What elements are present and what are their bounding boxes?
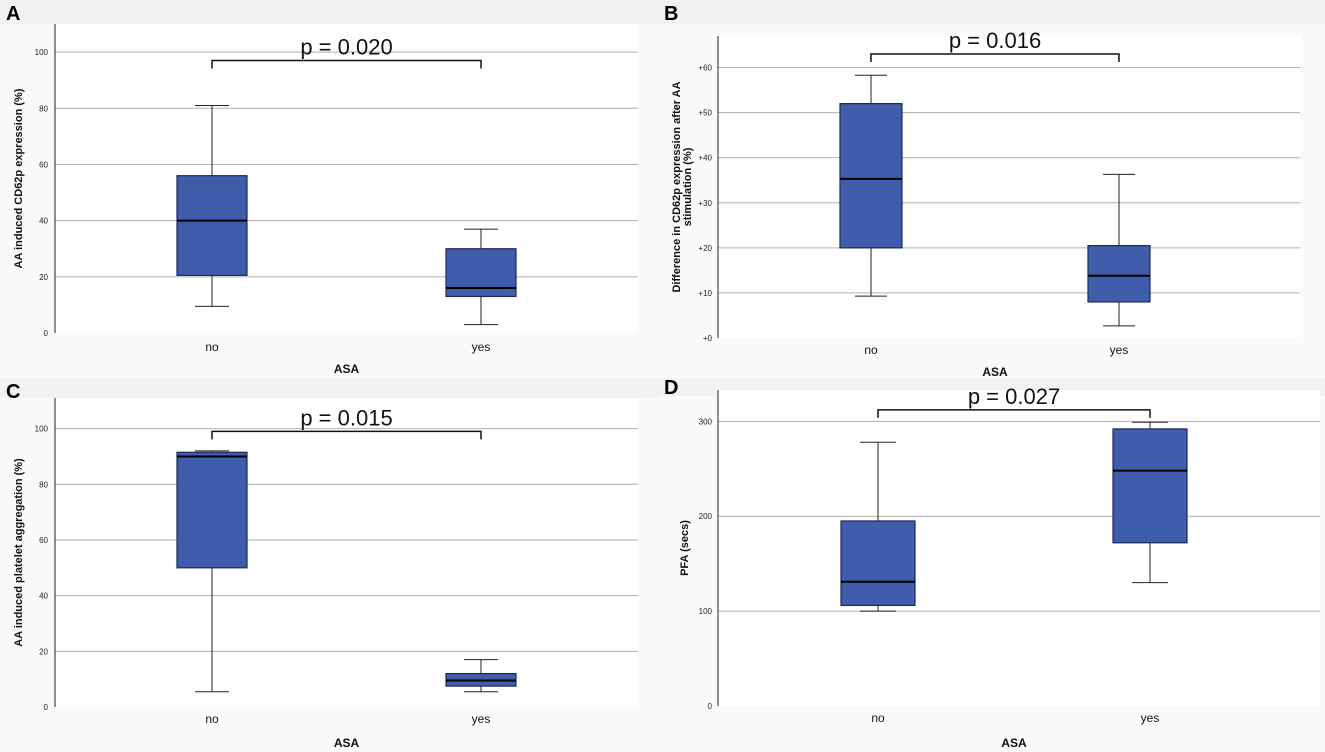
x-category-label: no (871, 711, 885, 725)
y-tick-label: 0 (44, 703, 49, 712)
significance-bracket (211, 59, 482, 69)
y-tick-label: 20 (39, 647, 48, 656)
x-category-label: yes (1110, 343, 1129, 357)
x-category-label: yes (472, 712, 491, 726)
x-axis-label: ASA (1001, 736, 1027, 750)
y-tick-label: +20 (698, 244, 712, 253)
iqr-box (1112, 428, 1188, 544)
y-tick-label: 40 (39, 217, 48, 226)
box-no (176, 450, 248, 693)
y-tick-label: 60 (39, 160, 48, 169)
iqr-box (840, 520, 916, 607)
box-yes (1087, 173, 1151, 327)
plot-area (55, 24, 638, 333)
y-axis-label: Difference in CD62p expression after AAs… (671, 81, 694, 292)
x-category-label: yes (1141, 711, 1160, 725)
iqr-box (176, 451, 248, 569)
panel-header-strip (0, 378, 660, 398)
significance-bracket (211, 430, 482, 440)
x-category-label: yes (472, 340, 491, 354)
panel-label: B (664, 3, 678, 25)
box-no (840, 441, 916, 612)
y-tick-label: 80 (39, 480, 48, 489)
y-tick-label: 200 (699, 512, 713, 521)
y-tick-label: 100 (699, 607, 713, 616)
y-tick-label: 0 (708, 702, 713, 711)
p-value-label: p = 0.020 (300, 35, 392, 60)
significance-bracket (870, 53, 1120, 63)
box-no (839, 74, 903, 297)
iqr-box (445, 248, 517, 298)
plot-area (718, 390, 1320, 706)
y-tick-label: 300 (699, 417, 713, 426)
x-axis-label: ASA (334, 736, 360, 750)
p-value-label: p = 0.016 (949, 28, 1041, 53)
x-category-label: no (864, 343, 878, 357)
y-tick-label: 40 (39, 592, 48, 601)
y-tick-label: +30 (698, 199, 712, 208)
y-tick-label: +40 (698, 154, 712, 163)
x-category-label: no (205, 712, 219, 726)
panel-header-strip (660, 0, 1325, 24)
panel-label: C (6, 381, 20, 403)
y-axis-label-line: Difference in CD62p expression after AA (671, 81, 683, 292)
panel-d: D 0 100 200 300 PFA (secs) no yes ASA p = 0.027 (660, 377, 1325, 750)
iqr-box (176, 175, 248, 277)
box-yes (445, 659, 517, 693)
y-axis-label: AA induced platelet aggregation (%) (13, 458, 25, 647)
iqr-box (839, 103, 903, 249)
y-tick-label: +50 (698, 109, 712, 118)
plot-area (55, 398, 638, 707)
panel-label: D (664, 377, 678, 399)
x-axis-label: ASA (982, 365, 1008, 379)
y-axis-label: AA induced CD62p expression (%) (13, 88, 25, 268)
plot-area (718, 36, 1300, 338)
x-axis-label: ASA (334, 362, 360, 376)
p-value-label: p = 0.015 (300, 405, 392, 430)
panel-header-strip (0, 0, 660, 24)
box-no (176, 104, 248, 307)
y-tick-label: 60 (39, 536, 48, 545)
iqr-box (1087, 244, 1151, 303)
box-yes (1112, 421, 1188, 584)
y-axis-label-line: stimulation (%) (682, 147, 694, 226)
y-tick-label: +10 (698, 289, 712, 298)
y-tick-label: 100 (35, 48, 49, 57)
box-yes (445, 228, 517, 326)
panel-label: A (6, 3, 20, 25)
panel-b: B +0 +10 +20 +30 +40 +50 +60 Difference in CD62p… (660, 0, 1325, 379)
panel-a: A 0 20 40 60 80 100 AA induced CD62p expression… (0, 0, 660, 376)
y-tick-label: 100 (35, 425, 49, 434)
x-category-label: no (205, 340, 219, 354)
y-tick-label: 0 (44, 329, 49, 338)
y-axis-label: PFA (secs) (679, 520, 691, 576)
y-tick-label: 20 (39, 273, 48, 282)
significance-bracket (877, 409, 1151, 418)
panel-c: C 0 20 40 60 80 100 AA induced platelet aggrega… (0, 378, 660, 750)
y-tick-label: +0 (703, 334, 713, 343)
p-value-label: p = 0.027 (968, 384, 1060, 409)
y-tick-label: 80 (39, 104, 48, 113)
y-tick-label: +60 (698, 64, 712, 73)
